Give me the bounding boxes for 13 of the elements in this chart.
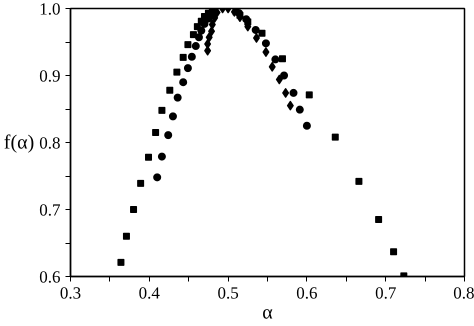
y-axis-title: f(α)	[4, 132, 34, 154]
x-axis-title: α	[262, 302, 274, 324]
y-tick-label: 1.0	[39, 0, 60, 18]
x-tick-label: 0.4	[138, 284, 160, 302]
y-tick-label: 0.7	[39, 200, 61, 220]
x-tick-label: 0.5	[217, 284, 239, 302]
x-tick-label: 0.7	[375, 284, 397, 302]
y-tick-label: 0.8	[39, 134, 60, 152]
y-tick-label: 0.9	[39, 66, 60, 86]
x-tick-label: 0.6	[296, 284, 318, 302]
x-tick-label: 0.3	[60, 284, 82, 302]
x-tick-label: 0.8	[453, 284, 474, 302]
y-tick-label: 0.6	[39, 268, 60, 286]
